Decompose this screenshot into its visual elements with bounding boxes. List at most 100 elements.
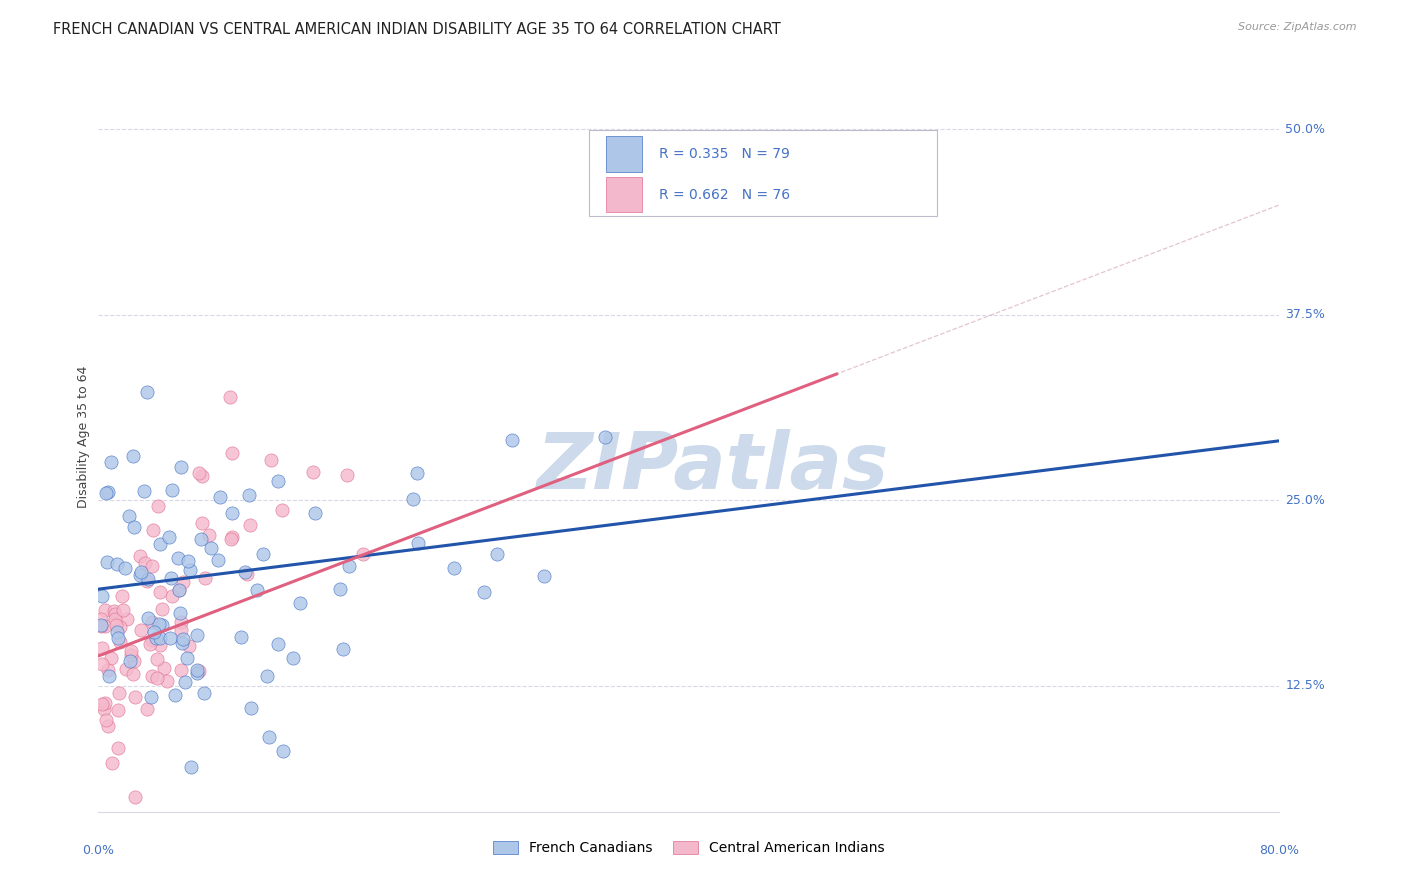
Point: [156, 674, 179, 689]
Point: [111, 603, 134, 617]
Point: [124, 690, 146, 705]
Point: [115, 611, 138, 625]
Point: [191, 468, 214, 483]
Point: [90, 618, 112, 632]
Point: [114, 561, 136, 575]
Point: [90, 698, 112, 712]
Point: [172, 632, 194, 646]
Point: [176, 651, 198, 665]
Point: [233, 565, 256, 579]
Point: [186, 663, 208, 677]
Point: [172, 636, 194, 650]
Point: [170, 615, 193, 629]
Point: [238, 518, 260, 533]
Point: [124, 789, 146, 804]
Point: [148, 617, 170, 632]
Point: [402, 491, 425, 506]
Point: [142, 524, 165, 538]
Point: [90, 619, 112, 633]
Point: [128, 549, 150, 563]
Point: [108, 620, 131, 634]
Point: [193, 686, 215, 700]
Point: [136, 701, 159, 715]
Point: [170, 459, 193, 474]
Point: [186, 666, 208, 681]
Point: [132, 483, 155, 498]
Point: [150, 602, 173, 616]
Point: [221, 446, 243, 460]
Point: [165, 688, 187, 702]
Point: [221, 506, 243, 520]
Point: [105, 617, 128, 632]
Point: [100, 650, 122, 665]
Point: [200, 541, 222, 555]
Point: [94, 603, 117, 617]
Point: [267, 474, 290, 488]
Point: [104, 607, 127, 622]
Point: [191, 516, 214, 530]
Point: [97, 663, 120, 677]
Point: [194, 571, 217, 585]
Point: [145, 631, 167, 645]
Point: [301, 465, 323, 479]
Point: [177, 554, 200, 568]
Point: [122, 520, 145, 534]
Point: [90, 657, 112, 671]
Point: [443, 560, 465, 574]
Point: [103, 604, 125, 618]
Point: [533, 568, 555, 582]
Point: [595, 430, 617, 444]
Point: [267, 637, 290, 651]
Point: [129, 623, 152, 637]
Text: R = 0.335   N = 79: R = 0.335 N = 79: [659, 147, 790, 161]
Text: Source: ZipAtlas.com: Source: ZipAtlas.com: [1239, 22, 1357, 32]
Point: [257, 731, 280, 745]
Point: [122, 654, 145, 668]
Point: [472, 585, 495, 599]
Point: [170, 624, 193, 638]
Text: 80.0%: 80.0%: [1260, 845, 1299, 857]
Point: [149, 631, 172, 645]
Point: [94, 714, 117, 728]
Point: [160, 570, 183, 584]
Point: [107, 740, 129, 755]
Point: [179, 563, 201, 577]
Point: [131, 566, 153, 580]
Point: [96, 554, 118, 568]
Point: [167, 550, 190, 565]
Point: [501, 434, 523, 448]
Point: [129, 567, 152, 582]
Point: [167, 582, 190, 597]
FancyBboxPatch shape: [606, 177, 641, 212]
Point: [149, 638, 172, 652]
Point: [281, 651, 304, 665]
Point: [94, 485, 117, 500]
Point: [304, 506, 326, 520]
Point: [98, 668, 121, 682]
Text: 0.0%: 0.0%: [83, 845, 114, 857]
Point: [188, 665, 211, 679]
Point: [135, 574, 157, 589]
Legend: French Canadians, Central American Indians: French Canadians, Central American India…: [488, 836, 890, 861]
Point: [148, 500, 170, 514]
Point: [352, 547, 374, 561]
Point: [97, 719, 120, 733]
Point: [94, 619, 117, 633]
Point: [107, 631, 129, 645]
Point: [173, 674, 195, 689]
Point: [256, 669, 278, 683]
Point: [93, 696, 115, 710]
Point: [271, 744, 294, 758]
Point: [91, 641, 114, 656]
Point: [406, 536, 429, 550]
Point: [101, 756, 124, 770]
Point: [219, 390, 242, 404]
Point: [198, 528, 221, 542]
Point: [104, 612, 127, 626]
Point: [332, 641, 354, 656]
Point: [122, 450, 145, 464]
Point: [122, 666, 145, 681]
Point: [180, 760, 202, 774]
FancyBboxPatch shape: [606, 136, 641, 172]
Point: [114, 662, 136, 676]
